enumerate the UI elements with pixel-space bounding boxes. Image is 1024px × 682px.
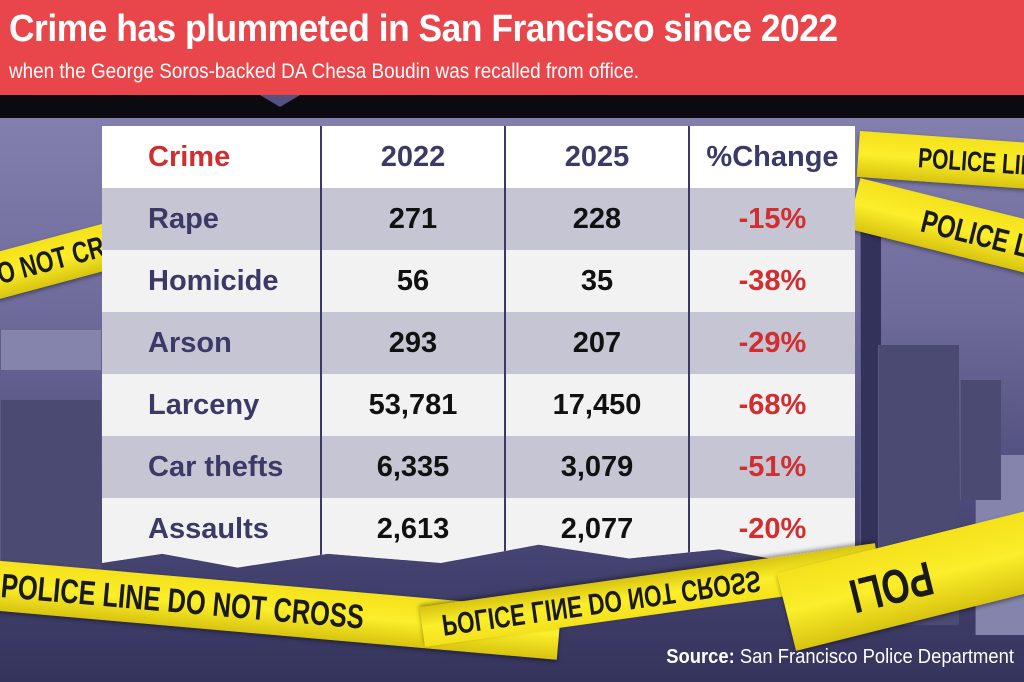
value-2025: 207	[504, 312, 689, 374]
page-subtitle: when the George Soros-backed DA Chesa Bo…	[9, 60, 639, 83]
table-row: Car thefts 6,335 3,079 -51%	[102, 436, 855, 498]
percent-change: -15%	[688, 188, 855, 250]
value-2025: 35	[504, 250, 689, 312]
value-2022: 271	[320, 188, 505, 250]
source-credit: Source: San Francisco Police Department	[666, 646, 1014, 669]
crime-name: Arson	[102, 312, 321, 374]
column-header-2025: 2025	[504, 126, 689, 188]
crime-table-card: Crime 2022 2025 %Change Rape 271 228 -15…	[102, 126, 855, 568]
crime-name: Larceny	[102, 374, 321, 436]
table-row: Arson 293 207 -29%	[102, 312, 855, 374]
banner-notch	[260, 95, 300, 107]
value-2025: 3,079	[504, 436, 689, 498]
value-2022: 293	[320, 312, 505, 374]
table-row: Assaults 2,613 2,077 -20%	[102, 498, 855, 560]
column-header-change: %Change	[688, 126, 855, 188]
table-row: Rape 271 228 -15%	[102, 188, 855, 250]
crime-name: Rape	[102, 188, 321, 250]
value-2025: 228	[504, 188, 689, 250]
source-label: Source:	[666, 646, 735, 668]
value-2022: 53,781	[320, 374, 505, 436]
percent-change: -51%	[688, 436, 855, 498]
value-2022: 2,613	[320, 498, 505, 560]
building	[960, 380, 1001, 500]
page-title: Crime has plummeted in San Francisco sin…	[9, 8, 838, 50]
value-2025: 17,450	[504, 374, 689, 436]
crime-name: Car thefts	[102, 436, 321, 498]
column-header-crime: Crime	[102, 126, 321, 188]
bay-island	[0, 330, 101, 370]
value-2025: 2,077	[504, 498, 689, 560]
table-header-row: Crime 2022 2025 %Change	[102, 126, 855, 188]
crime-name: Assaults	[102, 498, 321, 560]
tower	[860, 200, 881, 600]
percent-change: -38%	[688, 250, 855, 312]
value-2022: 6,335	[320, 436, 505, 498]
headline-banner: Crime has plummeted in San Francisco sin…	[0, 0, 1024, 95]
crime-name: Homicide	[102, 250, 321, 312]
value-2022: 56	[320, 250, 505, 312]
crime-table: Crime 2022 2025 %Change Rape 271 228 -15…	[102, 126, 855, 560]
percent-change: -29%	[688, 312, 855, 374]
source-text: San Francisco Police Department	[739, 646, 1014, 668]
table-row: Homicide 56 35 -38%	[102, 250, 855, 312]
column-header-2022: 2022	[320, 126, 505, 188]
percent-change: -68%	[688, 374, 855, 436]
table-row: Larceny 53,781 17,450 -68%	[102, 374, 855, 436]
